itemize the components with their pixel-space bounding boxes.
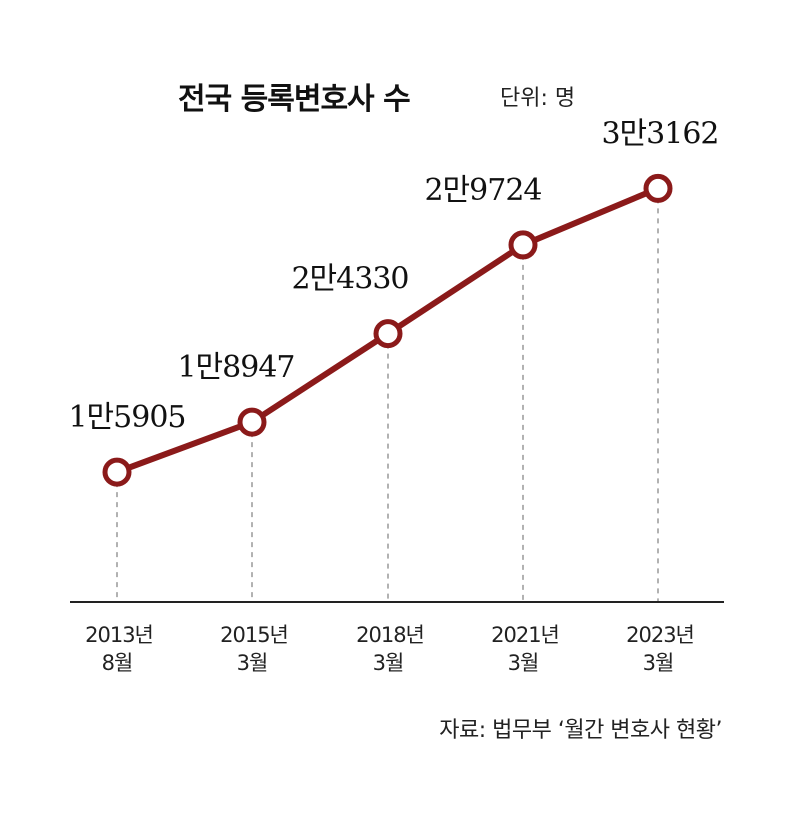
x-tick-label: 2018년: [356, 623, 424, 647]
data-point: [508, 230, 538, 260]
x-tick-label: 3월: [508, 651, 539, 675]
x-tick-label: 2015년: [220, 623, 288, 647]
unit-label: 단위: 명: [500, 86, 576, 111]
x-tick-label: 3월: [373, 651, 404, 675]
data-label: 2만4330: [291, 262, 408, 297]
data-label: 2만9724: [424, 173, 541, 208]
x-tick-label: 3월: [643, 651, 674, 675]
x-tick-label: 2013년: [85, 623, 153, 647]
data-point: [237, 407, 267, 437]
x-tick-label: 8월: [102, 651, 133, 675]
source-note: 자료: 법무부 ‘월간 변호사 현황’: [439, 718, 722, 743]
data-point: [373, 319, 403, 349]
chart-title: 전국 등록변호사 수: [178, 82, 411, 117]
x-tick-label: 2021년: [491, 623, 559, 647]
data-point: [643, 173, 673, 203]
data-label: 1만5905: [68, 400, 185, 435]
data-label: 3만3162: [601, 116, 718, 151]
data-label: 1만8947: [177, 350, 294, 385]
x-tick-label: 2023년: [626, 623, 694, 647]
data-point: [102, 457, 132, 487]
x-tick-label: 3월: [237, 651, 268, 675]
